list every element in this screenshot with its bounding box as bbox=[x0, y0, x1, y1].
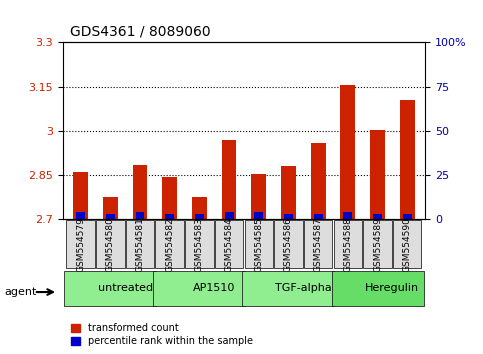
Bar bbox=[76, 212, 85, 219]
FancyBboxPatch shape bbox=[154, 271, 245, 306]
Text: agent: agent bbox=[5, 287, 37, 297]
FancyBboxPatch shape bbox=[156, 221, 184, 268]
Text: GSM554588: GSM554588 bbox=[343, 217, 352, 272]
Bar bbox=[373, 213, 382, 219]
Text: Heregulin: Heregulin bbox=[365, 283, 419, 293]
FancyBboxPatch shape bbox=[126, 221, 154, 268]
Text: GSM554580: GSM554580 bbox=[106, 217, 115, 272]
Text: GSM554590: GSM554590 bbox=[403, 217, 412, 272]
Text: GSM554586: GSM554586 bbox=[284, 217, 293, 272]
Bar bbox=[341, 85, 355, 219]
Bar bbox=[136, 212, 144, 219]
Bar bbox=[313, 213, 323, 219]
Text: TGF-alpha: TGF-alpha bbox=[275, 283, 332, 293]
Text: GSM554579: GSM554579 bbox=[76, 217, 85, 272]
FancyBboxPatch shape bbox=[215, 221, 243, 268]
FancyBboxPatch shape bbox=[363, 221, 392, 268]
Bar bbox=[73, 172, 88, 219]
Bar bbox=[225, 212, 233, 219]
Text: GSM554585: GSM554585 bbox=[254, 217, 263, 272]
Bar bbox=[284, 213, 293, 219]
FancyBboxPatch shape bbox=[66, 221, 95, 268]
Text: GDS4361 / 8089060: GDS4361 / 8089060 bbox=[70, 24, 211, 39]
Bar bbox=[195, 213, 204, 219]
Bar bbox=[370, 130, 385, 219]
Text: GSM554587: GSM554587 bbox=[313, 217, 323, 272]
Bar bbox=[192, 198, 207, 219]
Bar bbox=[165, 213, 174, 219]
Text: untreated: untreated bbox=[98, 283, 153, 293]
Bar bbox=[162, 177, 177, 219]
FancyBboxPatch shape bbox=[244, 221, 273, 268]
FancyBboxPatch shape bbox=[274, 221, 303, 268]
Text: GSM554583: GSM554583 bbox=[195, 217, 204, 272]
FancyBboxPatch shape bbox=[334, 221, 362, 268]
Bar bbox=[343, 212, 352, 219]
FancyBboxPatch shape bbox=[242, 271, 335, 306]
FancyBboxPatch shape bbox=[331, 271, 424, 306]
Text: GSM554589: GSM554589 bbox=[373, 217, 382, 272]
Bar bbox=[222, 140, 237, 219]
Bar bbox=[311, 143, 326, 219]
Text: AP1510: AP1510 bbox=[193, 283, 235, 293]
FancyBboxPatch shape bbox=[185, 221, 213, 268]
Text: GSM554582: GSM554582 bbox=[165, 217, 174, 272]
Bar bbox=[103, 198, 118, 219]
Text: GSM554584: GSM554584 bbox=[225, 217, 234, 272]
Bar bbox=[400, 100, 414, 219]
FancyBboxPatch shape bbox=[64, 271, 156, 306]
Legend: transformed count, percentile rank within the sample: transformed count, percentile rank withi… bbox=[68, 320, 256, 349]
FancyBboxPatch shape bbox=[393, 221, 422, 268]
Text: GSM554581: GSM554581 bbox=[136, 217, 144, 272]
FancyBboxPatch shape bbox=[96, 221, 125, 268]
Bar bbox=[251, 174, 266, 219]
FancyBboxPatch shape bbox=[304, 221, 332, 268]
Bar bbox=[403, 213, 412, 219]
Bar bbox=[255, 212, 263, 219]
Bar bbox=[281, 166, 296, 219]
Bar bbox=[132, 165, 147, 219]
Bar bbox=[106, 213, 115, 219]
